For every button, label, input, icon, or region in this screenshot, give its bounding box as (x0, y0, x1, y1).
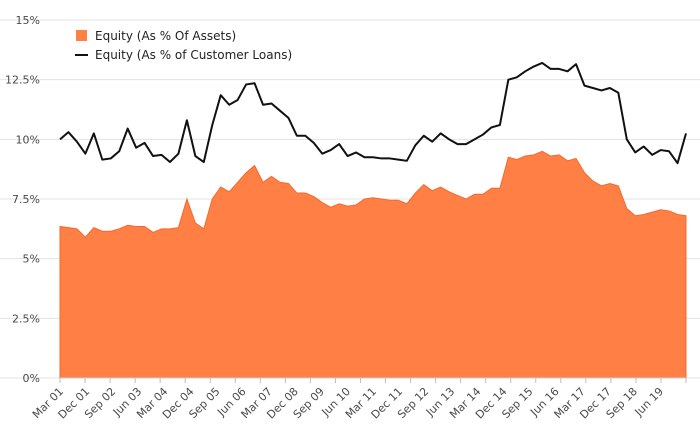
series-line-equity-loans (59, 61, 687, 165)
series-area-equity-assets (59, 150, 687, 379)
legend-swatch-equity-assets (76, 30, 87, 41)
y-tick-label: 12.5% (5, 74, 40, 87)
y-tick-label: 0% (23, 372, 40, 385)
y-tick-label: 15% (16, 14, 40, 27)
legend-label-equity-loans: Equity (As % of Customer Loans) (95, 48, 292, 62)
y-tick-label: 5% (23, 253, 40, 266)
x-tick-label: Jun 19 (632, 385, 666, 419)
y-tick-label: 2.5% (12, 312, 40, 325)
y-tick-label: 7.5% (12, 193, 40, 206)
legend-label-equity-assets: Equity (As % Of Assets) (95, 29, 236, 43)
y-tick-label: 10% (16, 133, 40, 146)
